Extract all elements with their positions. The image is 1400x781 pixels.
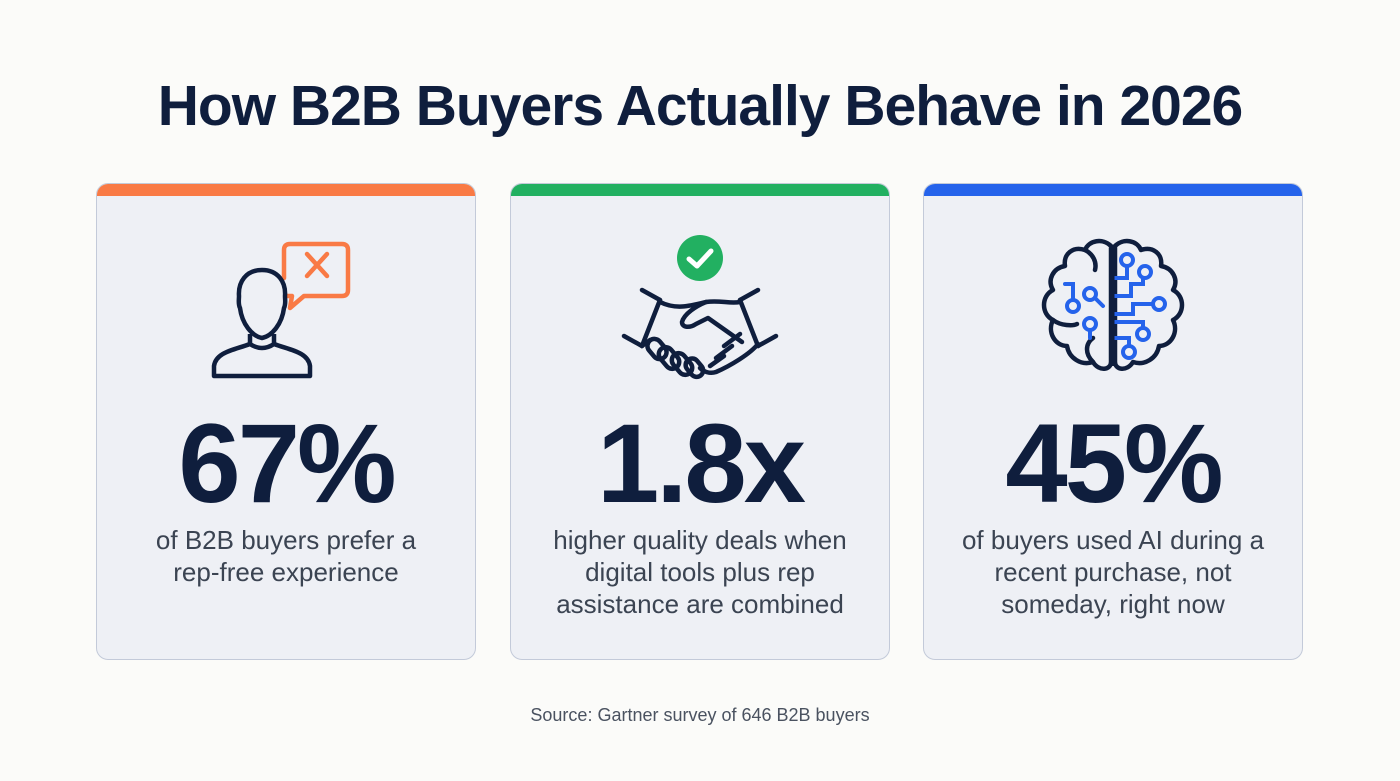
stat-description: higher quality deals when digital tools …	[553, 525, 847, 619]
stat-card-deal-quality: 1.8x higher quality deals when digital t…	[510, 183, 890, 660]
stat-card-ai-usage: 45% of buyers used AI during a recent pu…	[923, 183, 1303, 660]
brain-circuit-icon	[924, 234, 1302, 384]
stat-value: 45%	[1005, 401, 1223, 526]
card-accent-bar	[97, 184, 475, 196]
stat-value: 67%	[178, 401, 396, 526]
card-accent-bar	[924, 184, 1302, 196]
stat-card-rep-free: 67% of B2B buyers prefer a rep-free expe…	[96, 183, 476, 660]
source-citation: Source: Gartner survey of 646 B2B buyers	[530, 705, 870, 725]
stat-value: 1.8x	[597, 401, 806, 526]
handshake-check-icon	[511, 234, 889, 384]
person-rejected-speech-icon	[97, 234, 475, 384]
card-accent-bar	[511, 184, 889, 196]
page-title: How B2B Buyers Actually Behave in 2026	[157, 74, 1244, 138]
stat-description: of buyers used AI during a recent purcha…	[961, 525, 1265, 619]
stat-description: of B2B buyers prefer a rep-free experien…	[155, 525, 417, 587]
